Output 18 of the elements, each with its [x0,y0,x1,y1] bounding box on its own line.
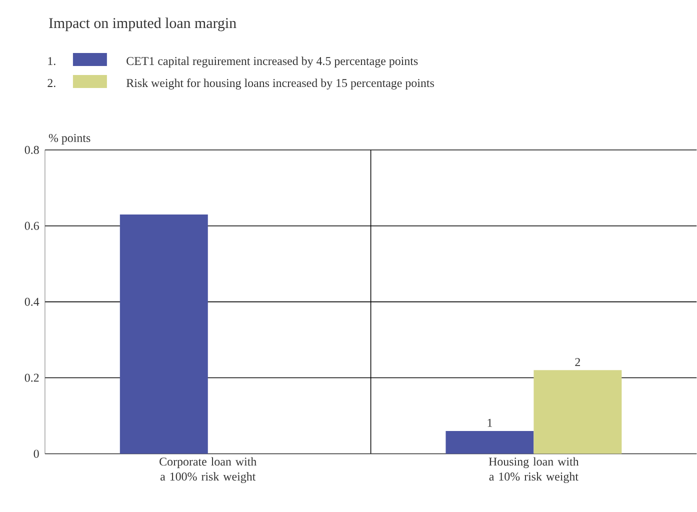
legend-label: Risk weight for housing loans increased by 15 percentage points [126,78,434,90]
y-axis-title: % points [48,134,90,145]
annotation: 2 [575,358,580,366]
bar [534,370,622,454]
text: 2. [48,79,56,88]
bar [446,431,534,454]
y-tick-label: 0.8 [24,146,39,154]
x-tick-label: Housing loan with a 10% risk weight [488,457,579,484]
legend-label: CET1 capital reguirement increased by 4.5 percentage points [126,56,418,68]
bar [120,214,208,454]
text: 1. [48,57,56,66]
y-tick-label: 0.4 [24,298,40,306]
y-tick-label: 0 [34,450,39,458]
x-tick-label: Corporate loan with a 100% risk weight [160,457,256,484]
y-tick-label: 0.2 [24,374,39,382]
chart-title: Impact on imputed loan margin [49,18,236,32]
annotation: 1 [488,419,492,427]
y-tick-label: 0.6 [24,222,39,230]
